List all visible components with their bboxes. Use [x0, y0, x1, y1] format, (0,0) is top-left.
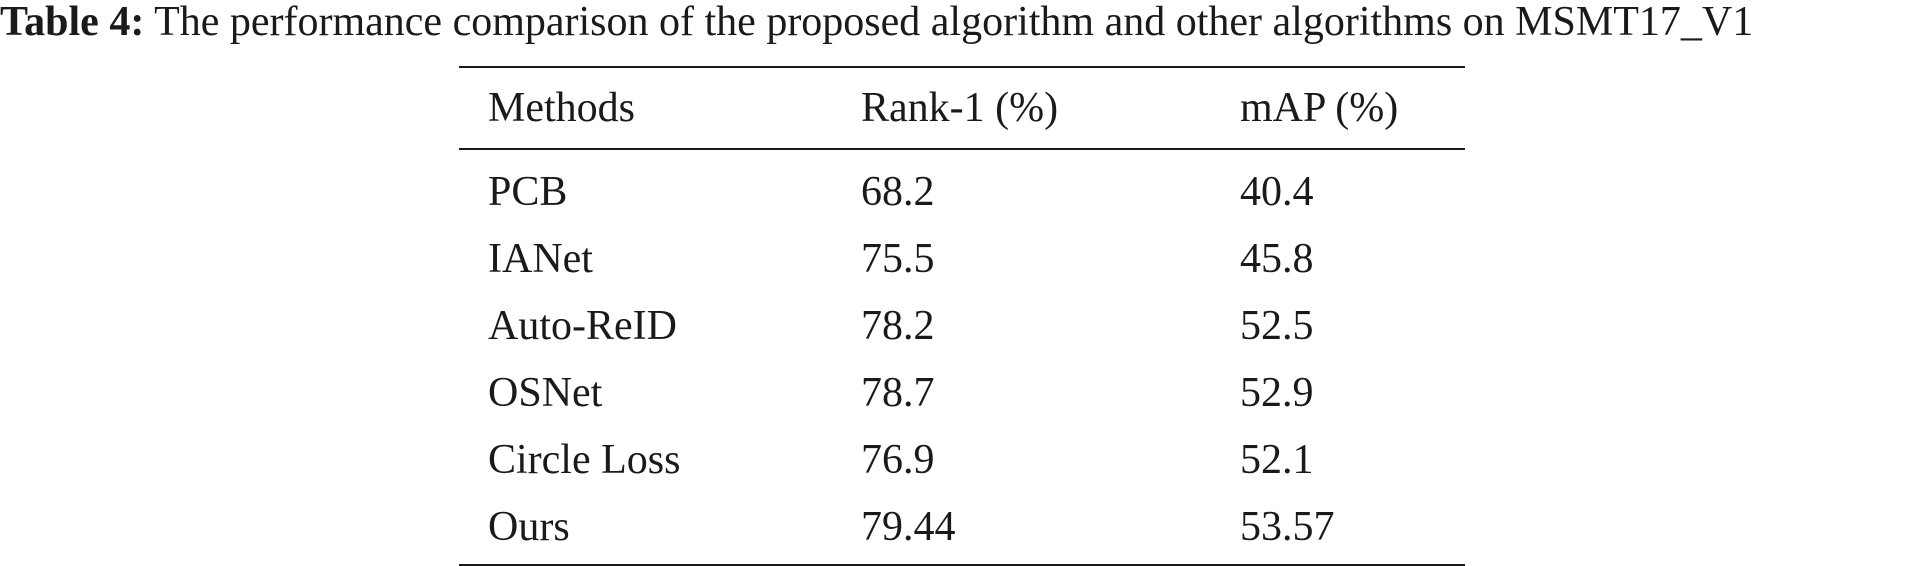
- table-row: IANet 75.5 45.8: [459, 225, 1465, 292]
- table-row: PCB 68.2 40.4: [459, 158, 1465, 225]
- cell-map: 45.8: [1240, 235, 1314, 282]
- header-map: mAP (%): [1240, 85, 1399, 131]
- header-methods: Methods: [488, 85, 635, 131]
- cell-method: IANet: [488, 235, 593, 282]
- table-row: OSNet 78.7 52.9: [459, 359, 1465, 426]
- cell-method: Circle Loss: [488, 436, 681, 483]
- cell-rank1: 76.9: [861, 436, 935, 483]
- cell-rank1: 78.7: [861, 369, 935, 416]
- cell-map: 52.9: [1240, 369, 1314, 416]
- table-row: Ours 79.44 53.57: [459, 493, 1465, 560]
- cell-rank1: 75.5: [861, 235, 935, 282]
- cell-method: OSNet: [488, 369, 603, 416]
- table-caption: Table 4: The performance comparison of t…: [0, 0, 1922, 52]
- cell-method: Auto-ReID: [488, 302, 677, 349]
- cell-map: 52.5: [1240, 302, 1314, 349]
- cell-method: PCB: [488, 168, 568, 215]
- table-row: Circle Loss 76.9 52.1: [459, 426, 1465, 493]
- cell-map: 40.4: [1240, 168, 1314, 215]
- cell-method: Ours: [488, 503, 570, 550]
- caption-text: The performance comparison of the propos…: [154, 0, 1754, 45]
- table-body: PCB 68.2 40.4 IANet 75.5 45.8 Auto-ReID …: [459, 150, 1465, 564]
- cell-rank1: 68.2: [861, 168, 935, 215]
- header-rank1: Rank-1 (%): [861, 85, 1059, 131]
- cell-rank1: 79.44: [861, 503, 956, 550]
- table-header-row: Methods Rank-1 (%) mAP (%): [459, 68, 1465, 150]
- cell-map: 52.1: [1240, 436, 1314, 483]
- cell-rank1: 78.2: [861, 302, 935, 349]
- cell-map: 53.57: [1240, 503, 1335, 550]
- comparison-table: Methods Rank-1 (%) mAP (%) PCB 68.2 40.4…: [459, 66, 1465, 566]
- table-row: Auto-ReID 78.2 52.5: [459, 292, 1465, 359]
- caption-label: Table 4:: [0, 0, 145, 45]
